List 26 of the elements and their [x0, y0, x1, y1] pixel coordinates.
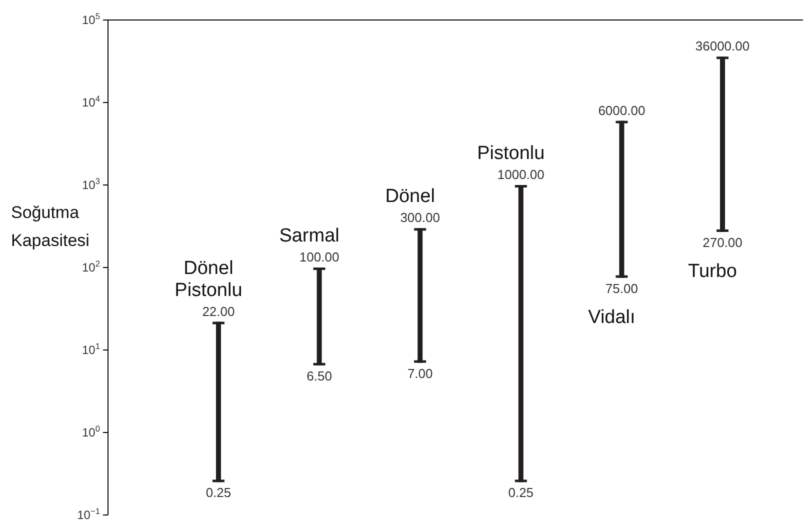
y-tick-label: 10$^{4}$	[82, 94, 100, 110]
annotation: 75.00	[605, 280, 638, 296]
y-tick-label: 10$^{0}$	[82, 424, 100, 440]
x-tick-label: Pistonlu	[477, 143, 545, 164]
annotation: 300.00	[400, 210, 440, 226]
y-tick-label: 10$^{−1}$	[77, 506, 100, 522]
x-tick-label: Sarmal	[279, 226, 340, 246]
x-tick-label: Dönel Pistonlu	[174, 258, 242, 301]
annotation: 0.25	[508, 485, 534, 500]
annotation: 0.25	[206, 485, 232, 500]
annotation: 270.00	[702, 234, 742, 250]
y-tick-label: 10$^{3}$	[82, 176, 100, 192]
annotation: 36000.00	[695, 38, 750, 54]
annotation: 100.00	[299, 250, 340, 264]
y-tick-label: 10$^{2}$	[82, 258, 100, 274]
annotation: 6.50	[306, 368, 332, 384]
annotation: 22.00	[202, 304, 235, 319]
y-axis-title: Soğutma Kapasitesi	[11, 203, 90, 250]
annotation: 6000.00	[598, 102, 646, 118]
x-tick-label: Turbo	[688, 260, 737, 282]
x-tick-label: Dönel	[385, 186, 435, 208]
annotation: 7.00	[407, 366, 433, 381]
y-tick-label: 10$^{1}$	[82, 341, 100, 357]
y-tick-label: 10$^{5}$	[82, 11, 100, 27]
annotation: 1000.00	[497, 167, 544, 182]
x-tick-label: Vidalı	[588, 306, 636, 328]
